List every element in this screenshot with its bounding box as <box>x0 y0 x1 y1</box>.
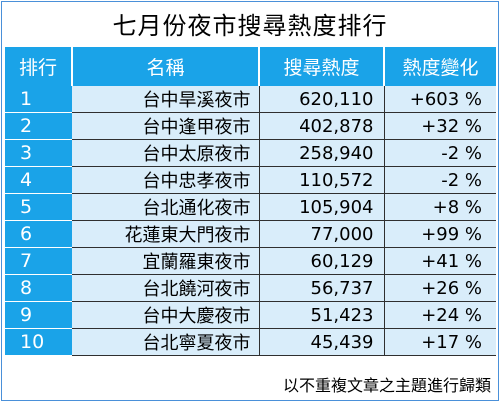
name-cell: 台北通化夜市 <box>72 193 260 221</box>
heat-cell: 45,439 <box>259 328 385 356</box>
name-cell: 花蓮東大門夜市 <box>72 220 260 248</box>
name-cell: 台中太原夜市 <box>72 139 260 167</box>
name-cell: 台北饒河夜市 <box>72 274 260 302</box>
table-row: 5 台北通化夜市 105,904 +8 % <box>5 193 496 221</box>
header-heat: 搜尋熱度 <box>259 47 385 86</box>
heat-cell: 77,000 <box>259 220 385 248</box>
table-row: 9 台中大慶夜市 51,423 +24 % <box>5 301 496 329</box>
rank-cell: 9 <box>5 301 72 329</box>
name-cell: 台北寧夏夜市 <box>72 328 260 356</box>
name-cell: 台中逢甲夜市 <box>72 112 260 140</box>
table-row: 2 台中逢甲夜市 402,878 +32 % <box>5 112 496 140</box>
change-cell: +603 % <box>384 86 496 113</box>
change-cell: +8 % <box>384 193 496 221</box>
ranking-table: 排行 名稱 搜尋熱度 熱度變化 1 台中旱溪夜市 620,110 +603 % … <box>5 47 496 356</box>
header-change: 熱度變化 <box>384 47 496 86</box>
rank-cell: 8 <box>5 274 72 302</box>
header-name: 名稱 <box>72 47 260 86</box>
table-row: 4 台中忠孝夜市 110,572 -2 % <box>5 166 496 194</box>
name-cell: 宜蘭羅東夜市 <box>72 247 260 275</box>
heat-cell: 402,878 <box>259 112 385 140</box>
change-cell: +32 % <box>384 112 496 140</box>
page-title: 七月份夜市搜尋熱度排行 <box>112 11 388 40</box>
change-cell: +99 % <box>384 220 496 248</box>
name-cell: 台中忠孝夜市 <box>72 166 260 194</box>
change-cell: +17 % <box>384 328 496 356</box>
change-cell: +24 % <box>384 301 496 329</box>
heat-cell: 110,572 <box>259 166 385 194</box>
name-cell: 台中旱溪夜市 <box>72 86 260 113</box>
change-cell: +26 % <box>384 274 496 302</box>
heat-cell: 620,110 <box>259 86 385 113</box>
table-row: 10 台北寧夏夜市 45,439 +17 % <box>5 328 496 356</box>
heat-cell: 105,904 <box>259 193 385 221</box>
table-row: 7 宜蘭羅東夜市 60,129 +41 % <box>5 247 496 275</box>
heat-cell: 51,423 <box>259 301 385 329</box>
rank-cell: 4 <box>5 166 72 194</box>
table-row: 1 台中旱溪夜市 620,110 +603 % <box>5 86 496 113</box>
heat-cell: 258,940 <box>259 139 385 167</box>
heat-cell: 56,737 <box>259 274 385 302</box>
table-row: 6 花蓮東大門夜市 77,000 +99 % <box>5 220 496 248</box>
rank-cell: 10 <box>5 328 72 356</box>
rank-cell: 3 <box>5 139 72 167</box>
table-header-row: 排行 名稱 搜尋熱度 熱度變化 <box>5 47 496 86</box>
header-rank: 排行 <box>5 47 73 86</box>
table-row: 3 台中太原夜市 258,940 -2 % <box>5 139 496 167</box>
rank-cell: 6 <box>5 220 72 248</box>
name-cell: 台中大慶夜市 <box>72 301 260 329</box>
change-cell: +41 % <box>384 247 496 275</box>
rank-cell: 1 <box>5 86 72 113</box>
footer-note: 以不重複文章之主題進行歸類 <box>282 376 491 395</box>
rank-cell: 5 <box>5 193 72 221</box>
rank-cell: 2 <box>5 112 72 140</box>
change-cell: -2 % <box>384 139 496 167</box>
table-row: 8 台北饒河夜市 56,737 +26 % <box>5 274 496 302</box>
rank-cell: 7 <box>5 247 72 275</box>
heat-cell: 60,129 <box>259 247 385 275</box>
change-cell: -2 % <box>384 166 496 194</box>
